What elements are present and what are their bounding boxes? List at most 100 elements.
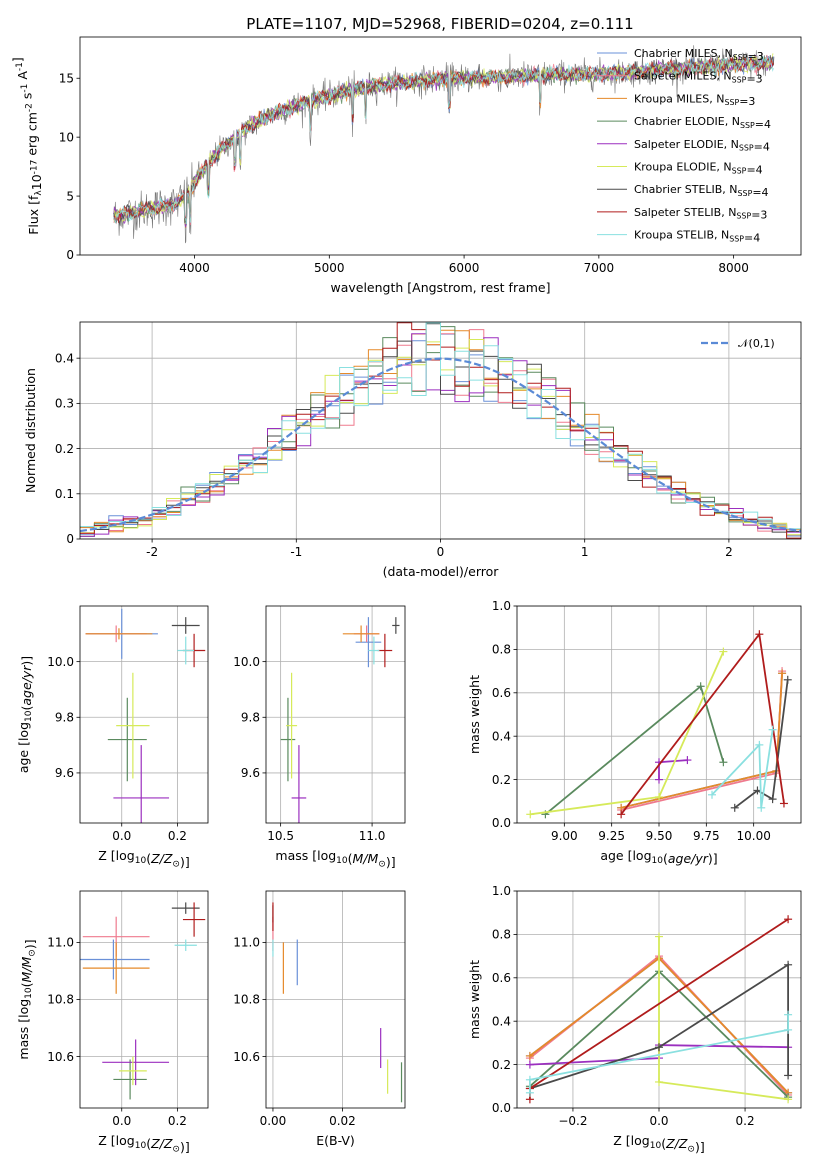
y-tick-label: 11.0 bbox=[233, 936, 260, 950]
x-axis-label: mass [log10(M/M⊙)] bbox=[275, 848, 395, 869]
mass-vs-metallicity-panel: 0.0 0.2 10.6 10.8 11.0 Z [log10(Z/Z⊙)] mass [l… bbox=[16, 890, 209, 1154]
mass-vs-z-frame bbox=[79, 890, 209, 1109]
x-tick-label: 0.2 bbox=[168, 1114, 187, 1128]
y-axis-label: mass weight bbox=[467, 675, 482, 754]
y-tick-label: 0.1 bbox=[55, 487, 74, 501]
y-tick-label: 0.3 bbox=[55, 397, 74, 411]
errorbar-kroupa-miles bbox=[82, 942, 150, 994]
weight-vs-age-frame bbox=[516, 605, 802, 824]
age-vs-mass-panel: 10.5 11.0 9.6 9.8 10.0 mass [log10(M/M⊙)] bbox=[233, 605, 406, 869]
residual-histogram-panel: -2 -1 0 1 2 0 0.1 0.2 0.3 0.4 (data-model)/error No… bbox=[23, 321, 802, 579]
y-tick-label: 10.8 bbox=[47, 993, 74, 1007]
y-axis-label: mass [log10(M/M⊙)] bbox=[16, 939, 37, 1059]
legend-entry: Salpeter ELODIE, NSSP=4 bbox=[634, 138, 770, 154]
y-tick-label: 9.6 bbox=[241, 766, 260, 780]
x-axis-label: Z [log10(Z/Z⊙)] bbox=[98, 1133, 189, 1154]
weight-vs-age-panel: 9.00 9.25 9.50 9.75 10.00 0.0 0.2 0.4 0.6 0.8 1.0 a… bbox=[467, 599, 802, 866]
x-axis-label: Z [log10(Z/Z⊙)] bbox=[98, 848, 189, 869]
spectrum-plot-area bbox=[113, 45, 775, 244]
y-tick-label: 15 bbox=[59, 71, 74, 85]
y-tick-label: 11.0 bbox=[47, 936, 74, 950]
x-tick-label: 0.02 bbox=[329, 1114, 356, 1128]
x-tick-label: 0.0 bbox=[112, 1114, 131, 1128]
x-tick-label: 1 bbox=[581, 545, 589, 559]
errorbar-salpeter-elodie bbox=[102, 1039, 170, 1086]
residual-hist-frame bbox=[79, 321, 802, 540]
y-tick-label: 0 bbox=[66, 248, 74, 262]
errorbar-kroupa-stelib bbox=[174, 939, 197, 951]
x-tick-label: -1 bbox=[290, 545, 302, 559]
errorbar-salpeter-elodie bbox=[291, 745, 307, 823]
x-tick-label: 6000 bbox=[449, 261, 480, 275]
x-axis-label: (data-model)/error bbox=[383, 564, 500, 579]
y-axis-label: Normed distribution bbox=[23, 368, 38, 493]
x-tick-label: 8000 bbox=[718, 261, 749, 275]
x-axis-label: wavelength [Angstrom, rest frame] bbox=[330, 280, 550, 295]
x-tick-label: 9.00 bbox=[551, 829, 578, 843]
y-tick-label: 5 bbox=[66, 189, 74, 203]
y-tick-label: 10.8 bbox=[233, 993, 260, 1007]
errorbar-salpeter-elodie bbox=[113, 745, 170, 823]
legend-entry: Salpeter STELIB, NSSP=3 bbox=[634, 206, 767, 222]
errorbar-chabrier-elodie bbox=[107, 697, 147, 782]
errorbar-kroupa-elodie bbox=[286, 672, 298, 779]
y-tick-label: 0.4 bbox=[492, 729, 511, 743]
weight-series-chabrier-elodie bbox=[541, 682, 728, 819]
x-tick-label: 7000 bbox=[584, 261, 615, 275]
legend-entry: Chabrier MILES, NSSP=3 bbox=[634, 47, 764, 63]
y-tick-label: 0.4 bbox=[492, 1014, 511, 1028]
x-tick-label: −0.2 bbox=[558, 1114, 587, 1128]
age-vs-metallicity-panel: 0.0 0.2 9.6 9.8 10.0 Z [log10(Z/Z⊙)] age [log1… bbox=[16, 605, 209, 869]
y-tick-label: 0.8 bbox=[492, 928, 511, 942]
y-tick-label: 9.6 bbox=[55, 766, 74, 780]
x-tick-label: 9.75 bbox=[693, 829, 720, 843]
y-tick-label: 0.0 bbox=[492, 1101, 511, 1115]
x-tick-label: 0 bbox=[437, 545, 445, 559]
y-axis-label: age [log10(age/yr)] bbox=[16, 656, 34, 773]
y-tick-label: 10.0 bbox=[47, 655, 74, 669]
errorbar-kroupa-stelib bbox=[177, 636, 195, 665]
x-tick-label: 0.2 bbox=[736, 1114, 755, 1128]
x-tick-label: 2 bbox=[725, 545, 733, 559]
spectrum-legend: Chabrier MILES, NSSP=3 Salpeter MILES, NS… bbox=[597, 47, 771, 244]
weight-vs-z-plot-area bbox=[517, 891, 801, 1108]
errorbar-chabrier-miles bbox=[355, 617, 382, 668]
normal-reference-curve bbox=[80, 357, 801, 533]
y-tick-label: 0.8 bbox=[492, 643, 511, 657]
x-tick-label: 0.00 bbox=[260, 1114, 287, 1128]
weight-series-kroupa-elodie bbox=[655, 932, 793, 1104]
x-tick-label: 0.2 bbox=[168, 829, 187, 843]
x-tick-label: 10.00 bbox=[736, 829, 770, 843]
legend-entry: Kroupa MILES, NSSP=3 bbox=[634, 92, 755, 108]
x-tick-label: 11.0 bbox=[359, 829, 386, 843]
legend-entry: Chabrier ELODIE, NSSP=4 bbox=[634, 115, 771, 131]
weight-vs-z-frame bbox=[516, 890, 802, 1109]
y-tick-label: 1.0 bbox=[492, 884, 511, 898]
y-tick-label: 0.2 bbox=[492, 1058, 511, 1072]
y-tick-label: 1.0 bbox=[492, 599, 511, 613]
errorbar-chabrier-stelib bbox=[171, 902, 200, 914]
x-tick-label: 5000 bbox=[314, 261, 345, 275]
y-tick-label: 0.6 bbox=[492, 686, 511, 700]
errorbar-chabrier-stelib bbox=[392, 617, 400, 634]
x-tick-label: 9.25 bbox=[598, 829, 625, 843]
y-tick-label: 0 bbox=[66, 532, 74, 546]
legend-entry: Kroupa STELIB, NSSP=4 bbox=[634, 229, 760, 245]
errorbar-kroupa-stelib bbox=[368, 636, 380, 665]
y-tick-label: 10.6 bbox=[233, 1050, 260, 1064]
weight-series-salpeter-stelib bbox=[617, 630, 788, 819]
x-tick-label: 0.0 bbox=[649, 1114, 668, 1128]
weight-vs-metallicity-panel: −0.2 0.0 0.2 0.0 0.2 0.4 0.6 0.8 1.0 Z [log10(Z/Z… bbox=[467, 884, 802, 1154]
spectrum-frame bbox=[79, 36, 802, 256]
errorbar-kroupa-miles bbox=[342, 625, 380, 643]
residual-hist-plot-area bbox=[80, 322, 801, 539]
y-tick-label: 9.8 bbox=[55, 710, 74, 724]
mass-vs-extinction-panel: 0.00 0.02 10.6 10.8 11.0 E(B-V) bbox=[233, 890, 406, 1148]
y-tick-label: 10.0 bbox=[233, 655, 260, 669]
weight-vs-age-plot-area bbox=[517, 606, 801, 823]
y-tick-label: 10.6 bbox=[47, 1050, 74, 1064]
errorbar-kroupa-miles bbox=[85, 628, 153, 640]
y-tick-label: 0.2 bbox=[492, 773, 511, 787]
age-vs-mass-plot-area bbox=[266, 606, 405, 823]
